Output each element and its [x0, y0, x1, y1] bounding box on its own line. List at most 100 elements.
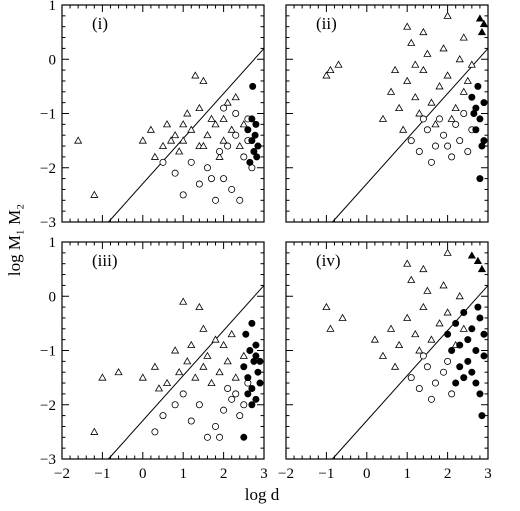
open-triangle-point: [158, 141, 168, 150]
open-circle-point: [171, 401, 179, 409]
x-tick-label: 0: [139, 466, 147, 482]
filled-circle-point: [476, 314, 484, 322]
open-circle-point: [431, 142, 439, 150]
open-triangle-point: [171, 346, 180, 354]
x-tick-label: 3: [260, 466, 268, 482]
filled-circle-point: [478, 412, 486, 420]
open-triangle-point: [403, 259, 412, 267]
filled-circle-point: [240, 433, 248, 441]
open-triangle-point: [90, 190, 99, 198]
panel-label: (iii): [92, 251, 118, 270]
filled-circle-point: [252, 395, 260, 403]
open-triangle-point: [150, 152, 160, 160]
open-triangle-point: [227, 125, 236, 133]
filled-circle-point: [252, 120, 260, 128]
open-circle-point: [240, 401, 248, 409]
open-circle-point: [171, 169, 179, 177]
y-axis-title: log M₁ M₂: [5, 204, 24, 276]
open-triangle-point: [322, 71, 331, 79]
open-triangle-point: [171, 130, 180, 139]
filled-circle-point: [480, 352, 488, 360]
filled-circle-point: [444, 330, 452, 338]
filled-circle-point: [254, 142, 262, 150]
open-triangle-point: [98, 373, 107, 381]
open-triangle-point: [199, 324, 208, 332]
open-triangle-point: [207, 114, 216, 122]
open-triangle-point: [211, 335, 220, 343]
filled-circle-point: [480, 99, 488, 107]
open-triangle-point: [439, 44, 448, 52]
x-tick-label: −1: [94, 466, 110, 482]
open-triangle-point: [90, 427, 99, 435]
filled-circle-point: [456, 363, 464, 371]
open-circle-point: [195, 180, 203, 188]
x-tick-label: −1: [318, 466, 334, 482]
filled-circle-point: [474, 303, 482, 311]
open-triangle-point: [395, 103, 404, 112]
filled-circle-point: [242, 330, 250, 338]
filled-circle-point: [248, 137, 256, 145]
open-circle-point: [407, 137, 415, 145]
open-circle-point: [179, 191, 187, 199]
open-triangle-point: [439, 281, 448, 289]
filled-circle-point: [472, 379, 480, 387]
open-triangle-point: [179, 120, 188, 128]
filled-circle-point: [246, 158, 254, 166]
filled-circle-point: [244, 374, 252, 382]
open-triangle-point: [215, 152, 224, 160]
reference-line: [108, 48, 265, 223]
open-circle-point: [220, 175, 228, 183]
open-circle-point: [464, 147, 472, 155]
open-circle-point: [440, 131, 448, 139]
open-triangle-point: [443, 71, 452, 79]
filled-circle-point: [251, 131, 259, 139]
x-tick-label: 1: [179, 466, 187, 482]
y-tick-label: 1: [49, 0, 57, 14]
open-triangle-point: [219, 136, 228, 144]
open-triangle-point: [114, 367, 123, 376]
filled-circle-point: [468, 93, 476, 101]
filled-circle-point: [248, 401, 256, 409]
filled-circle-point: [244, 126, 252, 134]
open-triangle-point: [459, 33, 468, 41]
panel-2: (ii): [285, 4, 489, 223]
filled-triangle-point: [477, 264, 487, 273]
y-tick-label: 1: [49, 235, 57, 251]
open-circle-point: [427, 395, 435, 403]
open-triangle-point: [407, 38, 416, 46]
open-circle-point: [228, 185, 236, 193]
filled-circle-point: [460, 374, 468, 382]
open-triangle-point: [459, 324, 468, 332]
open-circle-point: [448, 390, 456, 398]
open-triangle-point: [415, 109, 424, 117]
open-triangle-point: [399, 125, 408, 133]
open-circle-point: [431, 379, 439, 387]
open-triangle-point: [223, 357, 232, 365]
open-triangle-point: [403, 313, 412, 321]
open-triangle-point: [423, 49, 432, 57]
filled-circle-point: [248, 319, 256, 327]
filled-circle-point: [480, 330, 488, 338]
open-triangle-point: [443, 308, 452, 316]
open-circle-point: [232, 110, 240, 118]
open-triangle-point: [211, 120, 220, 128]
open-triangle-point: [443, 11, 452, 19]
x-tick-label: −2: [278, 466, 294, 482]
open-circle-point: [187, 417, 195, 425]
open-triangle-point: [150, 362, 160, 370]
open-triangle-point: [231, 93, 240, 101]
open-circle-point: [159, 412, 167, 420]
x-axis-title: log d: [245, 485, 280, 504]
open-triangle-point: [199, 141, 208, 150]
filled-circle-point: [468, 325, 476, 333]
open-triangle-point: [162, 120, 172, 128]
open-triangle-point: [427, 98, 436, 106]
open-circle-point: [216, 147, 224, 155]
open-triangle-point: [403, 22, 412, 30]
open-circle-point: [419, 115, 427, 123]
filled-circle-point: [256, 357, 264, 365]
open-circle-point: [224, 142, 232, 150]
open-triangle-point: [435, 319, 444, 327]
open-circle-point: [240, 153, 248, 161]
